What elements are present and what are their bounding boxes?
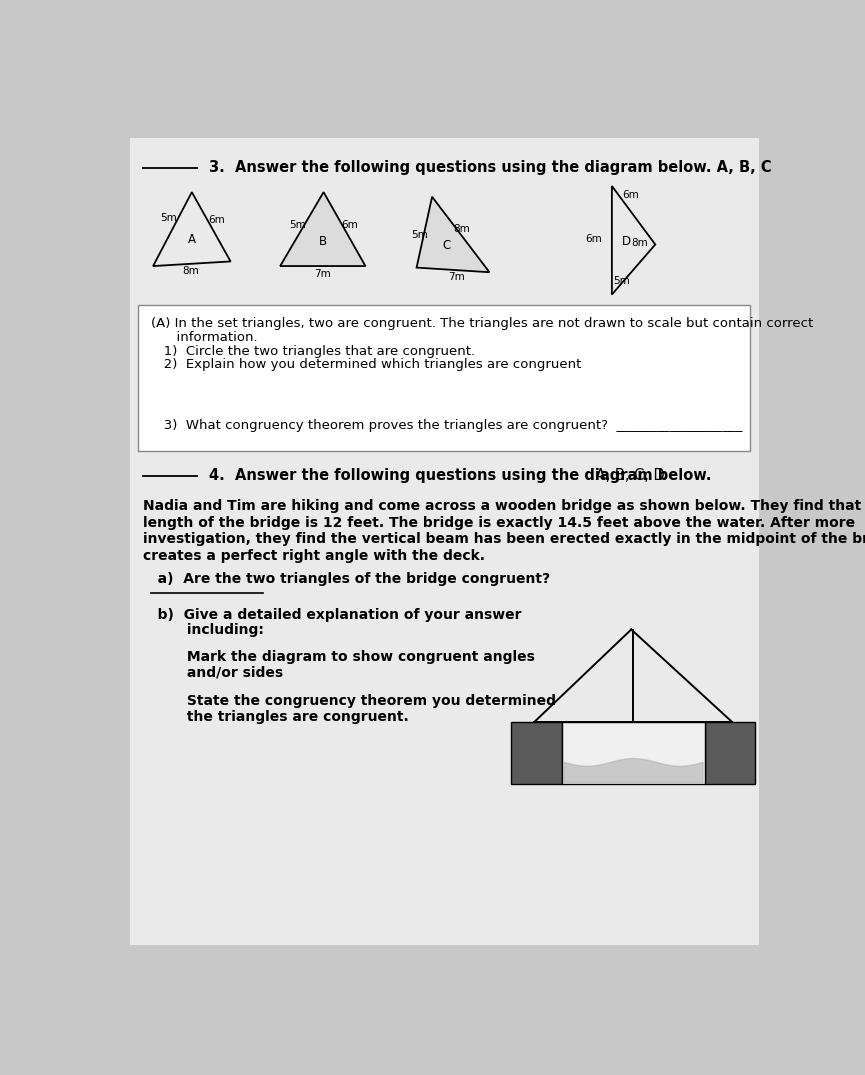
Text: information.: information. [151, 331, 258, 344]
Text: 4.  Answer the following questions using the diagram below.: 4. Answer the following questions using … [208, 468, 711, 483]
Text: Mark the diagram to show congruent angles: Mark the diagram to show congruent angle… [143, 650, 535, 664]
Text: 1)  Circle the two triangles that are congruent.: 1) Circle the two triangles that are con… [151, 345, 475, 358]
Text: State the congruency theorem you determined: State the congruency theorem you determi… [143, 694, 556, 708]
Text: a)  Are the two triangles of the bridge congruent?: a) Are the two triangles of the bridge c… [143, 572, 550, 586]
Text: 5m: 5m [160, 213, 177, 223]
Text: 6m: 6m [208, 215, 225, 225]
Polygon shape [612, 186, 656, 295]
Text: investigation, they find the vertical beam has been erected exactly in the midpo: investigation, they find the vertical be… [143, 532, 865, 546]
Text: 8m: 8m [631, 238, 648, 248]
Text: 7m: 7m [314, 269, 331, 278]
Polygon shape [417, 197, 490, 272]
Text: A: A [188, 233, 195, 246]
Text: 6m: 6m [585, 234, 602, 244]
Text: 7m: 7m [448, 272, 465, 282]
Text: 3)  What congruency theorem proves the triangles are congruent?  _______________: 3) What congruency theorem proves the tr… [151, 418, 742, 431]
Text: 3.  Answer the following questions using the diagram below. A, B, C: 3. Answer the following questions using … [208, 160, 772, 175]
Text: B: B [319, 235, 327, 248]
Polygon shape [153, 192, 231, 266]
FancyBboxPatch shape [138, 304, 750, 450]
Text: C: C [442, 239, 450, 252]
Text: 6m: 6m [622, 190, 639, 200]
Text: 5m: 5m [411, 230, 428, 240]
Text: A, B, C, D: A, B, C, D [591, 468, 664, 483]
Text: (A) In the set triangles, two are congruent. The triangles are not drawn to scal: (A) In the set triangles, two are congru… [151, 317, 813, 330]
Text: 5m: 5m [612, 276, 630, 286]
Text: 5m: 5m [289, 220, 305, 230]
Text: 8m: 8m [183, 266, 200, 275]
FancyBboxPatch shape [130, 139, 759, 945]
FancyBboxPatch shape [561, 722, 705, 784]
Polygon shape [280, 192, 365, 266]
Text: including:: including: [143, 624, 264, 637]
FancyBboxPatch shape [705, 722, 755, 784]
Text: b)  Give a detailed explanation of your answer: b) Give a detailed explanation of your a… [143, 608, 522, 622]
FancyBboxPatch shape [511, 722, 561, 784]
Text: creates a perfect right angle with the deck.: creates a perfect right angle with the d… [143, 549, 485, 563]
Text: Nadia and Tim are hiking and come across a wooden bridge as shown below. They fi: Nadia and Tim are hiking and come across… [143, 499, 865, 513]
Text: the triangles are congruent.: the triangles are congruent. [143, 710, 409, 723]
Text: 6m: 6m [342, 220, 358, 230]
Text: D: D [622, 235, 631, 248]
Text: length of the bridge is 12 feet. The bridge is exactly 14.5 feet above the water: length of the bridge is 12 feet. The bri… [143, 516, 855, 530]
Text: 2)  Explain how you determined which triangles are congruent: 2) Explain how you determined which tria… [151, 358, 581, 372]
Text: and/or sides: and/or sides [143, 665, 283, 679]
Text: 8m: 8m [453, 224, 470, 234]
